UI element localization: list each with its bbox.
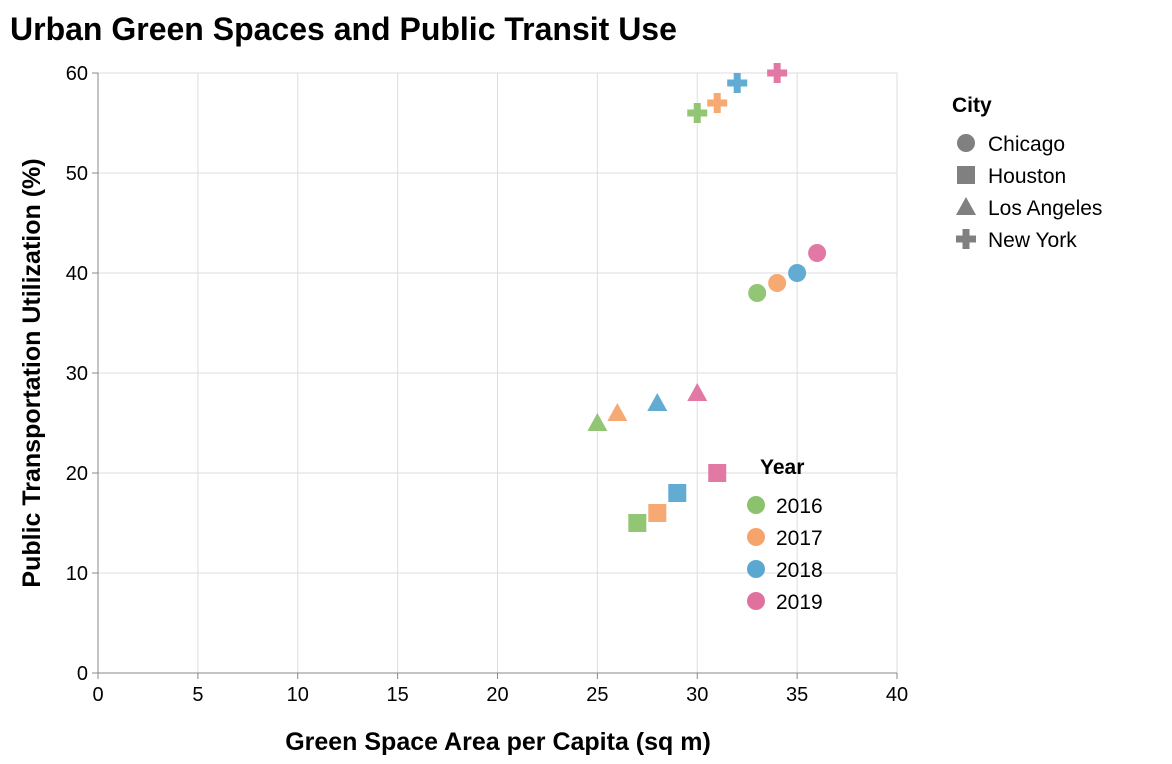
y-axis-title: Public Transportation Utilization (%)	[18, 158, 46, 587]
city-legend-symbol	[957, 134, 975, 152]
x-tick-label: 35	[786, 684, 808, 706]
y-tick-label: 20	[66, 463, 88, 485]
x-tick-label: 40	[886, 684, 908, 706]
x-tick-label: 10	[287, 684, 309, 706]
x-tick-label: 30	[686, 684, 708, 706]
data-point	[607, 403, 628, 421]
city-legend-label: New York	[988, 229, 1077, 252]
x-tick-label: 5	[192, 684, 203, 706]
data-point	[767, 63, 788, 83]
year-legend-symbol	[747, 496, 765, 514]
y-tick-label: 30	[66, 363, 88, 385]
year-legend: Year 2016 2017 2018 2019	[747, 456, 823, 614]
axes: 0 5 10 15 20 25 30 35 40 0 10 20 30 40 50 60	[66, 63, 908, 706]
year-legend-symbol	[747, 592, 765, 610]
data-point	[628, 514, 647, 532]
city-legend-symbol	[956, 229, 976, 249]
city-legend-symbol	[956, 197, 976, 215]
data-point	[668, 484, 687, 502]
x-axis-title: Green Space Area per Capita (sq m)	[285, 728, 711, 756]
year-legend-label: 2019	[776, 591, 823, 614]
city-legend-symbol	[957, 166, 975, 184]
data-point	[708, 464, 727, 482]
data-point	[647, 393, 668, 411]
x-tick-label: 15	[387, 684, 409, 706]
city-legend-label: Los Angeles	[988, 197, 1102, 220]
x-tick-label: 25	[586, 684, 608, 706]
data-point	[587, 413, 608, 431]
x-tick-label: 20	[486, 684, 508, 706]
year-legend-symbol	[747, 560, 765, 578]
data-point	[748, 284, 767, 302]
year-legend-label: 2018	[776, 559, 823, 582]
year-legend-symbol	[747, 528, 765, 546]
data-point	[648, 504, 667, 522]
year-legend-label: 2017	[776, 527, 823, 550]
y-tick-label: 60	[66, 63, 88, 85]
city-legend-label: Houston	[988, 165, 1066, 188]
data-point	[768, 274, 787, 292]
city-legend: City Chicago Houston Los Angeles New York	[952, 94, 1102, 252]
year-legend-title: Year	[760, 456, 804, 479]
year-legend-label: 2016	[776, 495, 823, 518]
city-legend-title: City	[952, 94, 992, 117]
data-point	[707, 93, 728, 113]
x-tick-label: 0	[92, 684, 103, 706]
y-tick-label: 50	[66, 163, 88, 185]
data-point	[788, 264, 807, 282]
data-points	[587, 63, 827, 532]
data-point	[687, 103, 708, 123]
data-point	[727, 73, 748, 93]
y-tick-label: 0	[77, 663, 88, 685]
y-tick-label: 40	[66, 263, 88, 285]
data-point	[808, 244, 827, 262]
data-point	[687, 383, 708, 401]
grid	[97, 72, 898, 674]
y-tick-label: 10	[66, 563, 88, 585]
chart-title: Urban Green Spaces and Public Transit Us…	[10, 11, 677, 47]
city-legend-label: Chicago	[988, 133, 1065, 156]
